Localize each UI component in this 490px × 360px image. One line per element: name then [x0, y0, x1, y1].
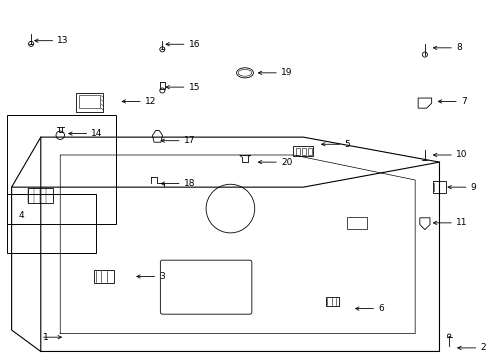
Text: 5: 5: [344, 140, 350, 149]
Text: 11: 11: [456, 219, 467, 228]
Text: 2: 2: [480, 343, 486, 352]
Text: 16: 16: [189, 40, 200, 49]
Bar: [326, 297, 339, 306]
Bar: [28, 188, 53, 203]
Text: 20: 20: [281, 158, 293, 167]
Text: 19: 19: [281, 68, 293, 77]
Bar: [293, 147, 314, 157]
Bar: [76, 93, 103, 112]
Text: 4: 4: [19, 211, 24, 220]
Bar: [7, 114, 116, 224]
Text: 13: 13: [57, 36, 69, 45]
Bar: [433, 181, 446, 193]
Bar: [308, 148, 312, 155]
Text: 18: 18: [184, 179, 196, 188]
Bar: [79, 95, 99, 108]
Text: 10: 10: [456, 150, 467, 159]
Bar: [7, 194, 96, 253]
Bar: [347, 217, 367, 229]
Text: 15: 15: [189, 83, 200, 92]
Text: 17: 17: [184, 136, 196, 145]
Text: 8: 8: [456, 43, 462, 52]
Text: 3: 3: [159, 272, 165, 281]
Bar: [296, 148, 300, 155]
Text: 14: 14: [92, 129, 103, 138]
Text: 9: 9: [471, 183, 476, 192]
Bar: [94, 270, 114, 283]
Text: 7: 7: [461, 97, 466, 106]
Text: 1: 1: [43, 333, 49, 342]
Bar: [302, 148, 306, 155]
Text: 12: 12: [145, 97, 156, 106]
Text: 6: 6: [378, 304, 384, 313]
